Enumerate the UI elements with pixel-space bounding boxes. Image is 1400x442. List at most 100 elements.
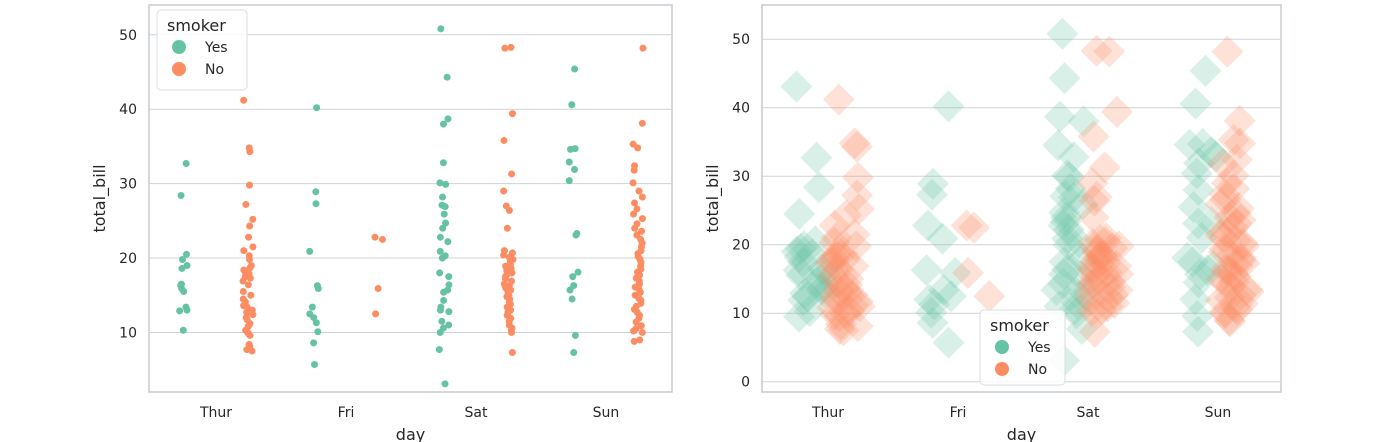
right-point-no [824, 308, 857, 341]
left-point-yes [437, 25, 445, 33]
right-point-no [840, 130, 873, 163]
right-point-yes [1182, 315, 1215, 348]
left-point-yes [178, 264, 186, 272]
left-point-yes [441, 203, 449, 211]
right-point-yes [1057, 181, 1090, 214]
left-x-tick-label: Sun [593, 405, 620, 421]
left-point-no [632, 318, 640, 326]
left-point-yes [438, 254, 446, 262]
right-point-no [1078, 254, 1111, 287]
left-point-yes [310, 339, 318, 347]
right-point-yes [1060, 286, 1093, 319]
right-legend-label-yes: Yes [1027, 340, 1051, 356]
right-point-no [1220, 143, 1253, 176]
right-point-yes [1199, 140, 1232, 173]
right-point-no [1102, 230, 1135, 263]
left-point-no [507, 43, 515, 51]
left-point-yes [436, 247, 444, 255]
right-point-yes [803, 171, 836, 204]
right-point-no [1085, 238, 1118, 271]
right-point-no [838, 218, 871, 251]
left-point-no [505, 206, 513, 214]
right-point-no [1085, 293, 1118, 326]
right-y-tick-label: 50 [732, 32, 750, 48]
right-point-no [1076, 167, 1109, 200]
right-point-no [1097, 278, 1130, 311]
left-y-tick-label: 50 [119, 28, 137, 44]
right-point-no [1208, 295, 1241, 328]
right-point-no [1088, 151, 1121, 184]
right-point-yes [791, 280, 824, 313]
right-point-no [1078, 315, 1111, 348]
left-point-yes [436, 306, 444, 314]
left-point-no [245, 233, 253, 241]
right-point-no [1226, 287, 1259, 320]
left-point-no [374, 285, 382, 293]
right-point-no [1224, 127, 1257, 160]
right-point-no [1077, 266, 1110, 299]
right-legend-marker-yes [995, 340, 1009, 354]
right-legend-label-no: No [1028, 362, 1047, 378]
right-point-yes [932, 326, 965, 359]
left-points [176, 25, 647, 388]
right-point-no [814, 247, 847, 280]
left-point-yes [311, 360, 319, 368]
left-point-yes [439, 120, 447, 128]
right-point-no [1091, 281, 1124, 314]
right-point-yes [1051, 159, 1084, 192]
right-point-no [1210, 167, 1243, 200]
right-points [780, 17, 1265, 377]
right-point-no [1220, 207, 1253, 240]
right-point-no [1100, 95, 1133, 128]
left-legend-title: smoker [167, 16, 226, 35]
right-point-no [842, 193, 875, 226]
left-stripplot-panel: 10 20 30 40 50 Thur Fri Sat Sun day total_bill smok… [90, 4, 673, 442]
right-point-yes [932, 90, 965, 123]
right-point-no [950, 209, 983, 242]
left-point-yes [569, 273, 577, 281]
right-point-no [1217, 265, 1250, 298]
right-point-no [819, 280, 852, 313]
right-point-yes [1054, 172, 1087, 205]
left-point-yes [570, 349, 578, 357]
left-point-no [240, 247, 248, 255]
right-point-no [1213, 281, 1246, 314]
right-point-no [1091, 290, 1124, 323]
right-point-no [973, 280, 1006, 313]
right-legend-marker-no [995, 362, 1009, 376]
right-point-yes [1057, 141, 1090, 174]
right-point-yes [1048, 62, 1081, 95]
right-stripplot-panel: 0 10 20 30 40 50 Thur Fri Sat Sun day total_billsmo… [703, 4, 1282, 442]
right-point-yes [782, 300, 815, 333]
right-point-no [1077, 120, 1110, 153]
right-point-no [1080, 180, 1113, 213]
right-point-yes [801, 266, 834, 299]
left-point-no [508, 110, 516, 118]
right-point-no [829, 243, 862, 276]
right-point-yes [1171, 241, 1204, 274]
right-point-no [1228, 247, 1261, 280]
right-point-no [1089, 247, 1122, 280]
right-point-no [1219, 260, 1252, 293]
left-point-no [637, 322, 645, 330]
right-point-no [1089, 221, 1122, 254]
right-point-yes [1060, 276, 1093, 309]
right-point-yes [1197, 249, 1230, 282]
right-point-yes [788, 230, 821, 263]
right-point-no [817, 245, 850, 278]
right-point-no [1217, 257, 1250, 290]
right-legend: smoker Yes No [979, 309, 1066, 386]
right-point-no [1090, 256, 1123, 289]
right-y-tick-label: 40 [732, 101, 750, 117]
right-point-no [1215, 239, 1248, 272]
right-point-no [820, 239, 853, 272]
right-point-yes [799, 225, 832, 258]
right-point-no [1227, 230, 1260, 263]
left-point-yes [183, 306, 191, 314]
left-point-yes [439, 193, 447, 201]
right-point-yes [1185, 221, 1218, 254]
left-point-yes [312, 319, 320, 327]
right-point-no [820, 221, 853, 254]
right-point-yes [927, 273, 960, 306]
left-point-yes [571, 331, 579, 339]
